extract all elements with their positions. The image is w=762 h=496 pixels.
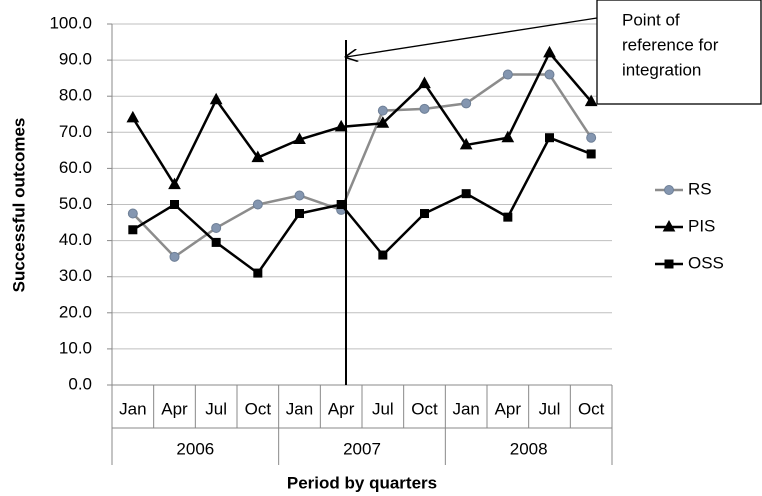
point [503, 212, 513, 222]
point [376, 116, 390, 128]
annotation-text: reference for [622, 35, 719, 54]
point [419, 103, 430, 114]
x-tick-label: Oct [578, 399, 605, 418]
x-tick-label: Apr [161, 399, 188, 418]
point [128, 225, 138, 235]
x-tick-label: Oct [411, 399, 438, 418]
legend-label: OSS [688, 253, 724, 272]
x-group-label: 2008 [510, 439, 548, 458]
point [502, 69, 513, 80]
x-tick-label: Oct [245, 399, 272, 418]
y-tick-label: 40.0 [59, 230, 92, 249]
point [543, 45, 556, 58]
point [501, 130, 515, 143]
point [295, 209, 304, 219]
point [336, 200, 346, 209]
point [209, 92, 223, 105]
y-tick-label: 100.0 [49, 13, 92, 32]
x-tick-label: Apr [328, 399, 355, 418]
x-tick-label: Jan [452, 399, 479, 418]
y-axis-label: Successful outcomes [9, 118, 28, 293]
series-line [132, 136, 592, 275]
point [211, 222, 222, 233]
point [253, 268, 263, 278]
point [662, 219, 676, 232]
y-tick-label: 10.0 [59, 338, 92, 357]
series-line [131, 50, 593, 188]
x-axis-label: Period by quarters [287, 473, 437, 492]
x-tick-label: Jul [539, 399, 561, 418]
y-tick-label: 60.0 [59, 158, 92, 177]
point [664, 185, 674, 195]
annotation-text: Point of [622, 10, 680, 29]
y-tick-label: 90.0 [59, 50, 92, 69]
point [293, 132, 306, 145]
point [251, 150, 265, 163]
point [334, 119, 348, 132]
point [377, 105, 388, 116]
series-line [131, 73, 593, 259]
point [544, 69, 555, 80]
point [586, 132, 597, 143]
x-group-label: 2006 [176, 439, 214, 458]
annotation-arrow [346, 17, 598, 57]
point [420, 209, 429, 219]
point [127, 208, 138, 219]
point [545, 133, 554, 143]
y-tick-label: 20.0 [59, 302, 92, 321]
point [418, 76, 431, 89]
y-tick-label: 30.0 [59, 266, 92, 285]
point [294, 190, 305, 201]
y-tick-label: 0.0 [68, 374, 92, 393]
point [211, 237, 221, 247]
plot-area: 0.0 10.0 20.0 30.0 40.0 50.0 60.0 70.0 80.0 90.0 1… [49, 13, 613, 465]
point [378, 250, 388, 260]
point [168, 177, 181, 190]
x-tick-label: Jul [372, 399, 394, 418]
x-tick-label: Apr [495, 399, 522, 418]
y-tick-label: 80.0 [59, 86, 92, 105]
point [586, 149, 596, 159]
point [584, 94, 598, 107]
legend-label: PIS [688, 216, 715, 235]
point [461, 189, 471, 199]
x-tick-label: Jan [119, 399, 146, 418]
annotation-box [596, 0, 762, 105]
y-tick-label: 70.0 [59, 122, 92, 141]
point [126, 110, 140, 123]
legend-label: RS [688, 179, 712, 198]
point [461, 98, 472, 109]
point [252, 199, 263, 210]
x-tick-label: Jan [286, 399, 313, 418]
annotation-text: integration [622, 60, 701, 79]
y-tick-label: 50.0 [59, 194, 92, 213]
point [664, 259, 674, 269]
point [170, 200, 179, 209]
point [459, 137, 473, 150]
x-tick-label: Jul [205, 399, 227, 418]
x-group-label: 2007 [343, 439, 381, 458]
point [169, 251, 180, 262]
